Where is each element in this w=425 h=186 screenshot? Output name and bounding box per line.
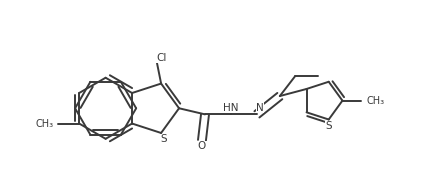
Text: HN: HN bbox=[223, 103, 239, 113]
Text: N: N bbox=[256, 103, 264, 113]
Text: CH₃: CH₃ bbox=[35, 118, 53, 129]
Text: CH₃: CH₃ bbox=[367, 96, 385, 106]
Text: S: S bbox=[326, 121, 332, 131]
Text: Cl: Cl bbox=[156, 53, 166, 63]
Text: S: S bbox=[161, 134, 167, 144]
Text: O: O bbox=[198, 141, 206, 151]
